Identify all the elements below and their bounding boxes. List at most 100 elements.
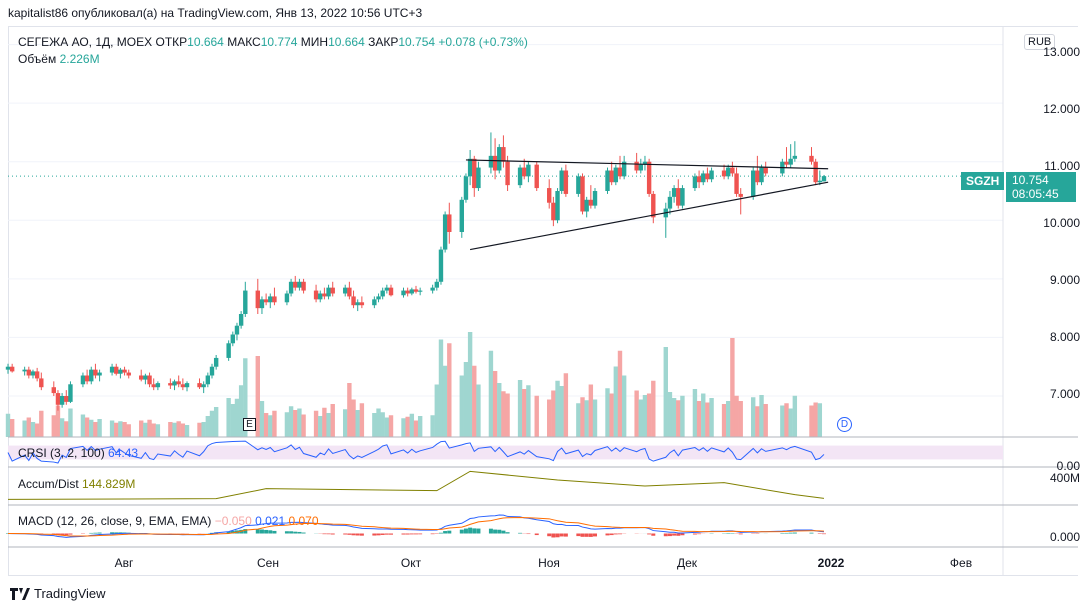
macd-hist-bar (447, 530, 452, 534)
candle-body (638, 164, 644, 171)
candle-body (22, 369, 27, 372)
volume-bar (284, 412, 290, 437)
high-value: 10.774 (260, 35, 298, 49)
macd-hist-bar (110, 532, 115, 534)
candle-body (93, 369, 98, 376)
crsi-name[interactable]: CRSI (3, 2, 100) (18, 446, 105, 460)
candle-body (288, 281, 294, 294)
candle-body (243, 290, 248, 314)
candle-body (55, 393, 61, 405)
volume-bar (180, 423, 186, 437)
volume-bar (89, 419, 94, 437)
macd-title: MACD (12, 26, close, 9, EMA, EMA) −0.050… (18, 514, 319, 528)
candle-body (326, 287, 331, 297)
candle-body (26, 369, 32, 376)
volume-bar (5, 413, 11, 437)
volume-bar (122, 422, 127, 437)
volume-bar (692, 389, 698, 437)
candle-body (667, 196, 673, 209)
macd-hist-bar (617, 533, 622, 535)
macd-hist-bar (284, 531, 289, 534)
candle-body (297, 281, 302, 288)
macd-hist-bar (809, 532, 814, 534)
volume-bar (680, 395, 685, 437)
candle-body (517, 167, 523, 186)
volume-bar (559, 386, 564, 437)
macd-hist-bar (230, 530, 235, 534)
volume-bar (526, 385, 531, 437)
candle-body (784, 161, 789, 165)
volume-bar (467, 332, 473, 437)
volume-bar (646, 393, 652, 437)
symbol-title[interactable]: СЕГЕЖА АО, 1Д, MOEX (18, 35, 153, 49)
volume-bar (255, 356, 260, 437)
close-value: 10.754 (398, 35, 436, 49)
publisher-caption: kapitalist86 опубликовал(а) на TradingVi… (8, 6, 423, 20)
volume-legend: Объём 2.226M (18, 52, 100, 66)
macd-hist-bar (697, 533, 702, 535)
volume-bar (168, 422, 173, 437)
volume-bar (696, 401, 702, 437)
volume-bar (721, 404, 727, 437)
volume-bar (272, 410, 277, 437)
macd-hist-bar (297, 531, 302, 534)
volume-bar (143, 422, 148, 437)
volume-bar (326, 413, 331, 437)
macd-axis-tick: 0.000 (1049, 530, 1080, 544)
macd-hist-bar (788, 532, 793, 534)
candle-body (467, 158, 473, 177)
macd-name[interactable]: MACD (12, 26, close, 9, EMA, EMA) (18, 514, 212, 528)
candle-body (696, 176, 702, 183)
earnings-marker[interactable]: E (243, 418, 256, 431)
macd-hist-bar (605, 533, 610, 536)
dividend-marker[interactable]: D (837, 417, 852, 432)
volume-bar (642, 395, 648, 437)
last-price-tag: 10.754 08:05:45 (1006, 172, 1076, 202)
volume-bar (243, 358, 248, 437)
volume-bar (176, 421, 181, 437)
macd-hist-bar (584, 533, 589, 537)
volume-bar (318, 416, 323, 437)
volume-bar (322, 407, 327, 437)
volume-bar (297, 408, 302, 437)
candle-body (51, 387, 56, 394)
candle-body (588, 199, 594, 206)
low-value: 10.664 (328, 35, 365, 49)
candle-body (547, 188, 552, 203)
volume-bar (226, 398, 231, 437)
volume-bar (792, 395, 798, 437)
volume-bar (413, 420, 419, 437)
macd-hist-bar (376, 533, 381, 536)
volume-bar (488, 350, 494, 437)
candle-body (563, 170, 569, 194)
macd-hist-bar (372, 533, 377, 536)
volume-bar (388, 415, 394, 437)
macd-hist-value: −0.050 (214, 514, 252, 528)
volume-bar (501, 391, 506, 437)
candle-body (318, 293, 323, 300)
candle-body (126, 372, 131, 376)
volume-bar (126, 424, 131, 437)
volume-label[interactable]: Объём (18, 52, 57, 66)
candle-body (634, 161, 639, 171)
volume-bar (59, 418, 65, 437)
macd-hist-bar (322, 533, 327, 535)
volume-bar (547, 399, 552, 437)
candle-body (609, 170, 614, 183)
candle-body (238, 314, 244, 326)
currency-badge[interactable]: RUB (1024, 34, 1056, 50)
candle-body (576, 176, 581, 194)
accum-name[interactable]: Accum/Dist (18, 477, 79, 491)
macd-hist-bar (588, 533, 593, 537)
tradingview-logo[interactable]: TradingView (10, 586, 106, 601)
candle-body (209, 366, 215, 376)
volume-bar (230, 404, 236, 437)
volume-bar (64, 421, 69, 437)
candle-body (405, 290, 410, 294)
macd-hist-bar (663, 533, 668, 537)
volume-bar (51, 415, 56, 437)
candle-body (84, 375, 90, 382)
candle-body (705, 173, 710, 180)
volume-bar (734, 395, 739, 437)
